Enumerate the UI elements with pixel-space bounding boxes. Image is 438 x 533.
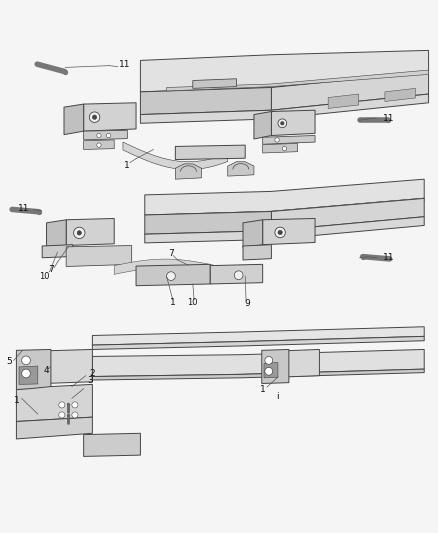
Circle shape [59,402,65,408]
Polygon shape [16,350,51,390]
Polygon shape [145,179,424,215]
Polygon shape [66,246,132,266]
Text: 4: 4 [44,366,49,375]
Polygon shape [46,220,66,249]
Polygon shape [114,259,237,278]
Polygon shape [175,164,201,179]
Polygon shape [263,219,315,245]
Circle shape [92,115,97,119]
Polygon shape [228,161,254,176]
Polygon shape [243,245,272,260]
Circle shape [77,231,81,235]
Text: 11: 11 [383,114,394,123]
Polygon shape [84,103,136,131]
Polygon shape [141,87,272,115]
Circle shape [72,412,78,418]
Polygon shape [193,79,237,88]
Polygon shape [385,88,416,101]
Polygon shape [84,130,127,140]
Circle shape [97,133,101,138]
Polygon shape [123,142,228,169]
Polygon shape [263,135,315,144]
Text: 9: 9 [244,299,250,308]
Text: 2: 2 [89,369,95,378]
Text: 1: 1 [124,161,130,169]
Text: i: i [276,392,279,401]
Circle shape [72,402,78,408]
Text: 1: 1 [260,385,265,394]
Polygon shape [145,217,424,243]
Circle shape [275,227,286,238]
Polygon shape [42,245,73,258]
Polygon shape [19,366,38,384]
Polygon shape [64,104,84,135]
Circle shape [265,357,273,364]
Circle shape [97,143,101,147]
Text: 11: 11 [120,60,131,69]
Polygon shape [18,350,92,384]
Polygon shape [84,140,114,149]
Polygon shape [262,350,289,384]
Polygon shape [141,94,428,123]
Polygon shape [175,198,424,218]
Polygon shape [92,336,424,350]
Polygon shape [136,264,210,286]
Circle shape [283,147,287,151]
Text: 11: 11 [18,204,29,213]
Polygon shape [272,72,428,110]
Circle shape [21,369,30,378]
Circle shape [275,138,279,142]
Polygon shape [243,220,263,248]
Circle shape [106,133,111,138]
Circle shape [278,119,287,128]
Polygon shape [92,350,424,376]
Polygon shape [263,143,297,153]
Circle shape [21,356,30,365]
Text: 5: 5 [7,357,12,366]
Circle shape [89,112,100,123]
Circle shape [74,227,85,239]
Circle shape [59,412,65,418]
Text: 3: 3 [87,376,93,385]
Polygon shape [141,51,428,92]
Polygon shape [272,198,424,231]
Polygon shape [254,111,272,139]
Text: 1: 1 [14,397,20,406]
Polygon shape [210,264,263,284]
Polygon shape [328,94,359,108]
Text: 11: 11 [383,253,394,262]
Text: 1: 1 [170,298,176,307]
Polygon shape [166,70,428,91]
Polygon shape [145,212,272,234]
Circle shape [278,230,283,235]
Polygon shape [175,145,245,159]
Polygon shape [272,110,315,135]
Text: 10: 10 [187,298,198,307]
Polygon shape [16,384,92,422]
Circle shape [281,122,284,125]
Polygon shape [263,350,319,378]
Circle shape [265,367,273,375]
Text: 10: 10 [39,272,49,280]
Circle shape [166,272,175,280]
Circle shape [234,271,243,280]
Polygon shape [16,417,92,439]
Polygon shape [66,219,114,246]
Polygon shape [264,362,278,378]
Polygon shape [92,327,424,345]
Text: 7: 7 [168,249,174,258]
Polygon shape [92,369,424,380]
Polygon shape [84,433,141,456]
Text: 7: 7 [48,265,54,274]
